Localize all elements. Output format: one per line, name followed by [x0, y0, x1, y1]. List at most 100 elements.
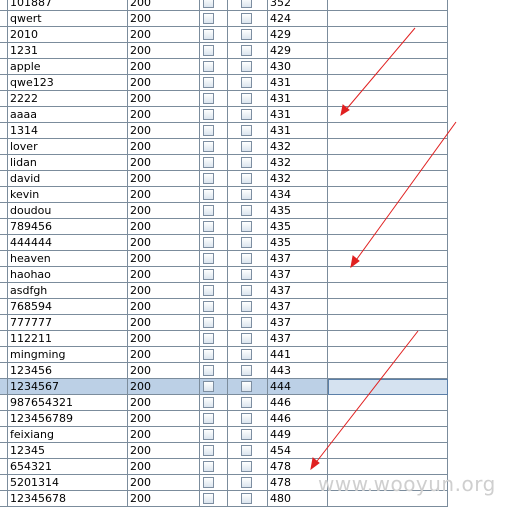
- empty-cell[interactable]: [328, 59, 448, 75]
- value-cell[interactable]: 443: [268, 363, 328, 379]
- checkbox-cell-b[interactable]: [228, 475, 268, 491]
- checkbox-cell-b[interactable]: [228, 443, 268, 459]
- table-row[interactable]: 123456 200 443: [0, 363, 448, 379]
- checkbox-cell-a[interactable]: [200, 331, 228, 347]
- table-row[interactable]: 789456 200 435: [0, 219, 448, 235]
- checkbox-a[interactable]: [203, 253, 214, 264]
- checkbox-a[interactable]: [203, 173, 214, 184]
- checkbox-b[interactable]: [241, 205, 252, 216]
- checkbox-cell-b[interactable]: [228, 107, 268, 123]
- checkbox-cell-a[interactable]: [200, 187, 228, 203]
- checkbox-cell-a[interactable]: [200, 0, 228, 11]
- checkbox-b[interactable]: [241, 349, 252, 360]
- value-cell[interactable]: 431: [268, 107, 328, 123]
- checkbox-cell-b[interactable]: [228, 427, 268, 443]
- name-cell[interactable]: 2010: [8, 27, 128, 43]
- checkbox-b[interactable]: [241, 301, 252, 312]
- empty-cell[interactable]: [328, 411, 448, 427]
- checkbox-cell-b[interactable]: [228, 123, 268, 139]
- checkbox-b[interactable]: [241, 317, 252, 328]
- table-row[interactable]: 12345678 200 480: [0, 491, 448, 507]
- checkbox-a[interactable]: [203, 29, 214, 40]
- checkbox-cell-b[interactable]: [228, 155, 268, 171]
- checkbox-cell-a[interactable]: [200, 491, 228, 507]
- table-row[interactable]: 2010 200 429: [0, 27, 448, 43]
- checkbox-cell-a[interactable]: [200, 139, 228, 155]
- count-cell[interactable]: 200: [128, 171, 200, 187]
- empty-cell[interactable]: [328, 251, 448, 267]
- checkbox-b[interactable]: [241, 61, 252, 72]
- count-cell[interactable]: 200: [128, 139, 200, 155]
- count-cell[interactable]: 200: [128, 203, 200, 219]
- count-cell[interactable]: 200: [128, 235, 200, 251]
- checkbox-b[interactable]: [241, 0, 252, 8]
- name-cell[interactable]: 1231: [8, 43, 128, 59]
- checkbox-cell-b[interactable]: [228, 411, 268, 427]
- checkbox-a[interactable]: [203, 397, 214, 408]
- checkbox-a[interactable]: [203, 493, 214, 504]
- checkbox-b[interactable]: [241, 253, 252, 264]
- count-cell[interactable]: 200: [128, 59, 200, 75]
- count-cell[interactable]: 200: [128, 459, 200, 475]
- checkbox-a[interactable]: [203, 109, 214, 120]
- empty-cell[interactable]: [328, 0, 448, 11]
- value-cell[interactable]: 441: [268, 347, 328, 363]
- checkbox-cell-a[interactable]: [200, 11, 228, 27]
- checkbox-cell-b[interactable]: [228, 331, 268, 347]
- name-cell[interactable]: qwe123: [8, 75, 128, 91]
- checkbox-b[interactable]: [241, 381, 252, 392]
- name-cell[interactable]: doudou: [8, 203, 128, 219]
- checkbox-b[interactable]: [241, 493, 252, 504]
- count-cell[interactable]: 200: [128, 427, 200, 443]
- empty-cell[interactable]: [328, 459, 448, 475]
- value-cell[interactable]: 435: [268, 235, 328, 251]
- value-cell[interactable]: 478: [268, 475, 328, 491]
- empty-cell[interactable]: [328, 91, 448, 107]
- checkbox-cell-b[interactable]: [228, 91, 268, 107]
- count-cell[interactable]: 200: [128, 315, 200, 331]
- checkbox-cell-a[interactable]: [200, 235, 228, 251]
- value-cell[interactable]: 449: [268, 427, 328, 443]
- checkbox-cell-a[interactable]: [200, 203, 228, 219]
- name-cell[interactable]: feixiang: [8, 427, 128, 443]
- count-cell[interactable]: 200: [128, 363, 200, 379]
- value-cell[interactable]: 446: [268, 395, 328, 411]
- checkbox-cell-b[interactable]: [228, 11, 268, 27]
- table-row[interactable]: qwe123 200 431: [0, 75, 448, 91]
- value-cell[interactable]: 478: [268, 459, 328, 475]
- checkbox-b[interactable]: [241, 45, 252, 56]
- checkbox-cell-a[interactable]: [200, 43, 228, 59]
- name-cell[interactable]: 444444: [8, 235, 128, 251]
- count-cell[interactable]: 200: [128, 0, 200, 11]
- name-cell[interactable]: 12345: [8, 443, 128, 459]
- checkbox-cell-a[interactable]: [200, 283, 228, 299]
- name-cell[interactable]: mingming: [8, 347, 128, 363]
- checkbox-b[interactable]: [241, 221, 252, 232]
- checkbox-cell-b[interactable]: [228, 187, 268, 203]
- table-row[interactable]: 1231 200 429: [0, 43, 448, 59]
- checkbox-b[interactable]: [241, 141, 252, 152]
- name-cell[interactable]: 777777: [8, 315, 128, 331]
- table-row[interactable]: haohao 200 437: [0, 267, 448, 283]
- checkbox-cell-a[interactable]: [200, 251, 228, 267]
- checkbox-cell-a[interactable]: [200, 427, 228, 443]
- checkbox-cell-b[interactable]: [228, 235, 268, 251]
- empty-cell[interactable]: [328, 11, 448, 27]
- checkbox-b[interactable]: [241, 269, 252, 280]
- name-cell[interactable]: 987654321: [8, 395, 128, 411]
- checkbox-a[interactable]: [203, 461, 214, 472]
- empty-cell[interactable]: [328, 123, 448, 139]
- name-cell[interactable]: 654321: [8, 459, 128, 475]
- checkbox-b[interactable]: [241, 77, 252, 88]
- checkbox-cell-a[interactable]: [200, 363, 228, 379]
- checkbox-cell-b[interactable]: [228, 315, 268, 331]
- checkbox-cell-b[interactable]: [228, 347, 268, 363]
- count-cell[interactable]: 200: [128, 187, 200, 203]
- count-cell[interactable]: 200: [128, 379, 200, 395]
- name-cell[interactable]: asdfgh: [8, 283, 128, 299]
- checkbox-a[interactable]: [203, 349, 214, 360]
- checkbox-cell-a[interactable]: [200, 75, 228, 91]
- value-cell[interactable]: 446: [268, 411, 328, 427]
- count-cell[interactable]: 200: [128, 267, 200, 283]
- checkbox-b[interactable]: [241, 237, 252, 248]
